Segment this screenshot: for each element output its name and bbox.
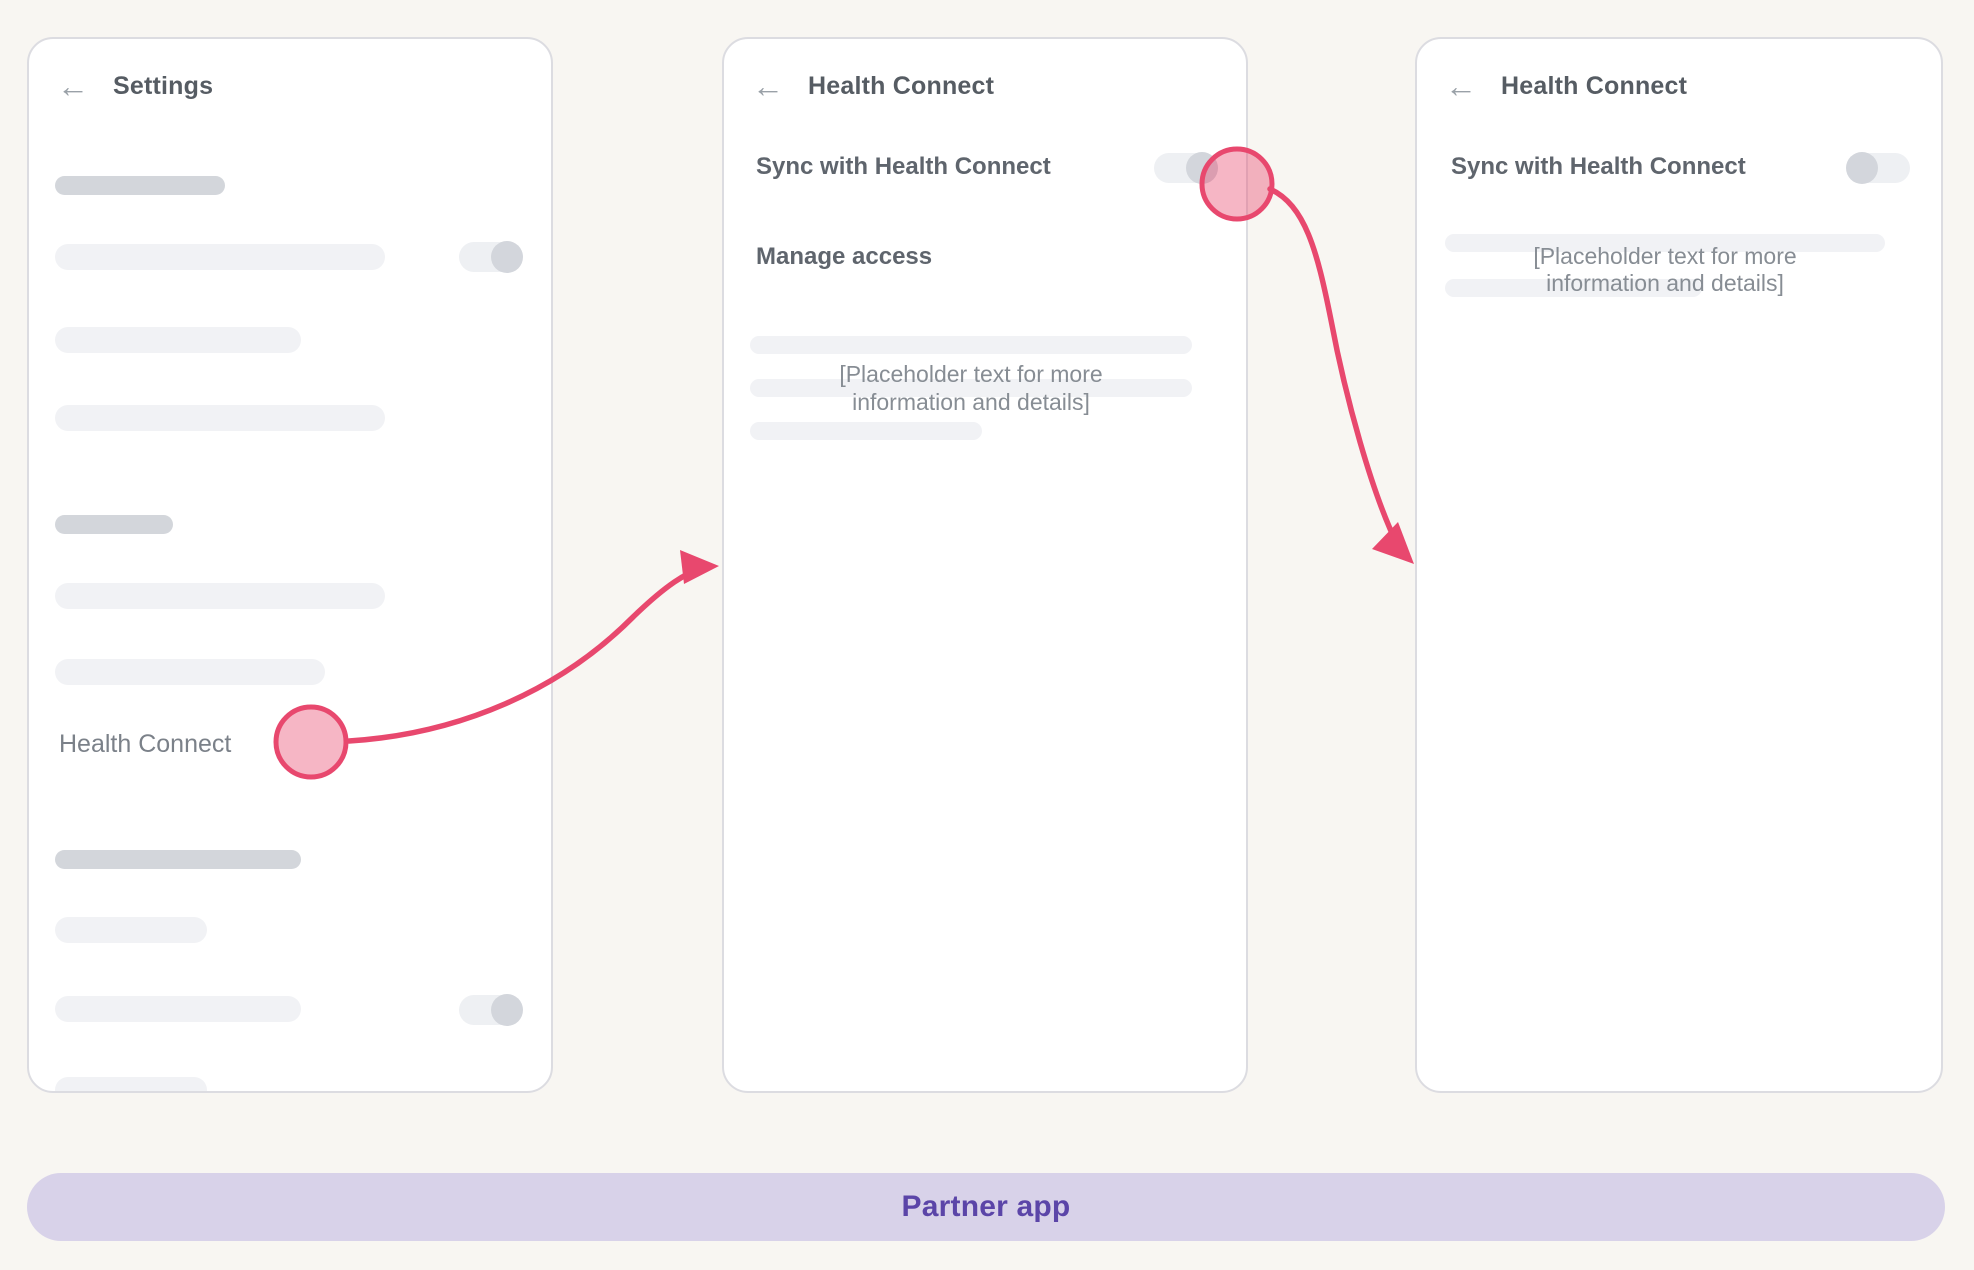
page-title: Health Connect	[1501, 72, 1688, 100]
sync-toggle[interactable]	[1846, 152, 1910, 184]
skeleton-text-line	[750, 379, 1192, 397]
partner-app-label: Partner app	[901, 1190, 1071, 1223]
flow-arrowhead-2-icon	[1372, 522, 1414, 564]
placeholder-text: [Placeholder text for more information a…	[839, 361, 1103, 415]
screen-health-connect-disabled: ← Health Connect Sync with Health Connec…	[1415, 37, 1943, 1093]
skeleton-text-line	[1445, 279, 1702, 297]
skeleton-text-line	[750, 422, 982, 440]
skeleton-text-line	[750, 336, 1192, 354]
skeleton-row	[55, 405, 385, 431]
skeleton-section-header	[55, 850, 301, 869]
page-title: Health Connect	[808, 72, 995, 100]
back-arrow-icon[interactable]: ←	[57, 68, 89, 104]
partner-app-banner: Partner app	[27, 1173, 1945, 1241]
flow-arrow-2	[1267, 186, 1402, 551]
skeleton-row	[55, 917, 207, 943]
menu-item-health-connect[interactable]: Health Connect	[59, 730, 232, 758]
placeholder-note: [Placeholder text for more information a…	[1445, 243, 1885, 297]
toggle-knob	[1186, 152, 1218, 184]
sync-toggle[interactable]	[1154, 152, 1218, 184]
placeholder-note: [Placeholder text for more information a…	[750, 360, 1192, 416]
screen-settings: ← Settings Health Connect	[27, 37, 553, 1093]
placeholder-text: [Placeholder text for more information a…	[1533, 243, 1797, 296]
skeleton-row	[55, 583, 385, 609]
skeleton-row	[55, 1077, 207, 1091]
skeleton-row	[55, 996, 301, 1022]
skeleton-text-line	[1445, 234, 1885, 252]
manage-access-row[interactable]: Manage access	[756, 243, 933, 270]
flow-arrowhead-1-icon	[680, 550, 719, 584]
screen-health-connect-enabled: ← Health Connect Sync with Health Connec…	[722, 37, 1248, 1093]
sync-row-label: Sync with Health Connect	[756, 153, 1051, 180]
settings-toggle-top[interactable]	[459, 241, 523, 273]
skeleton-row	[55, 327, 301, 353]
back-arrow-icon[interactable]: ←	[752, 68, 784, 104]
settings-toggle-bottom[interactable]	[459, 994, 523, 1026]
skeleton-row	[55, 659, 325, 685]
skeleton-row	[55, 244, 385, 270]
back-arrow-icon[interactable]: ←	[1445, 68, 1477, 104]
toggle-knob	[491, 241, 523, 273]
sync-row-label: Sync with Health Connect	[1451, 153, 1746, 180]
toggle-knob	[491, 994, 523, 1026]
skeleton-section-header	[55, 515, 173, 534]
toggle-knob	[1846, 152, 1878, 184]
page-title: Settings	[113, 72, 214, 100]
skeleton-section-header	[55, 176, 225, 195]
